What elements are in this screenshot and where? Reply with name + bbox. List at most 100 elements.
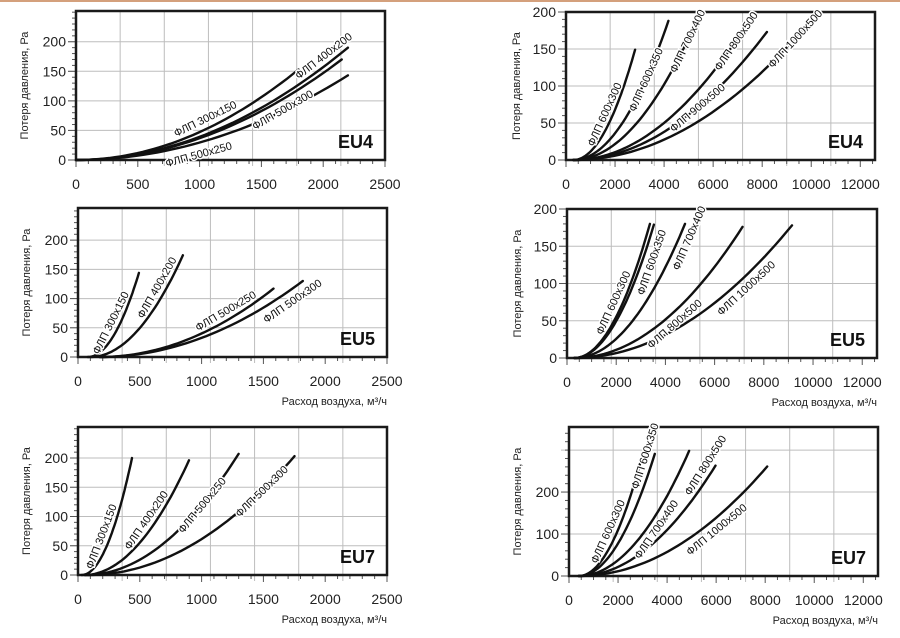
y-tick-label: 50: [52, 538, 68, 554]
x-tick-label: 2000: [602, 592, 633, 608]
x-tick-label: 4000: [650, 374, 681, 390]
x-tick-label: 500: [128, 591, 152, 607]
x-tick-label: 4000: [652, 592, 683, 608]
x-tick-label: 0: [563, 374, 571, 390]
plot-frame: [74, 9, 387, 162]
x-tick-label: 1000: [186, 373, 217, 389]
series-curve: [83, 459, 191, 577]
y-axis-title: Потеря давления, Ра: [512, 447, 524, 556]
y-tick-label: 200: [533, 4, 557, 20]
y-tick-label: 100: [45, 291, 69, 307]
y-tick-label: 150: [534, 238, 558, 254]
series-curve: [84, 452, 240, 577]
filter-class-label: EU4: [828, 132, 863, 152]
series-curve: [89, 254, 185, 359]
plot-frame: [76, 206, 389, 359]
y-axis-title: Потеря давления, Ра: [19, 31, 31, 140]
series-curve: [573, 224, 794, 360]
x-tick-label: 1000: [186, 591, 217, 607]
filter-class-label: EU7: [831, 548, 866, 568]
plot-frame: [564, 10, 877, 162]
series-label: ФЛП 500x300: [233, 464, 290, 520]
series-label: ФЛП 800x500: [683, 434, 730, 498]
series-label: ФЛП 300x150: [91, 290, 132, 357]
x-tick-label: 2000: [308, 176, 339, 192]
series-label: ФЛП 300x150: [84, 503, 120, 571]
y-tick-label: 0: [58, 152, 66, 168]
series-label: ФЛП 600x300: [586, 81, 625, 148]
series-curve: [572, 48, 637, 162]
x-tick-label: 0: [74, 373, 82, 389]
series-label: ФЛП 1000x500: [766, 8, 825, 71]
x-tick-label: 2500: [371, 591, 402, 607]
x-tick-label: 1500: [246, 176, 277, 192]
x-tick-label: 1000: [184, 176, 215, 192]
y-tick-label: 0: [551, 568, 559, 584]
series-curve: [577, 449, 691, 578]
y-tick-label: 0: [548, 152, 556, 168]
series-curve: [577, 452, 656, 578]
series-curve: [572, 27, 806, 162]
chart-1: 0 500 1000 1500 2000 2500 0 50 100 150 200 Потеря д…: [19, 9, 401, 192]
x-tick-label: 10000: [794, 374, 833, 390]
x-tick-label: 8000: [750, 592, 781, 608]
y-tick-label: 200: [45, 450, 69, 466]
series-curve: [80, 456, 134, 577]
x-tick-label: 8000: [748, 374, 779, 390]
filter-class-label: EU4: [338, 132, 373, 152]
series-curve: [86, 455, 296, 577]
x-tick-label: 12000: [841, 176, 880, 192]
x-tick-label: 4000: [649, 176, 680, 192]
filter-class-label: EU5: [340, 329, 375, 349]
plot-frame: [567, 425, 880, 578]
chart-2: 0 2000 4000 6000 8000 10000 12000 0 50 100 150 200 П…: [511, 4, 880, 192]
y-tick-label: 200: [43, 34, 67, 50]
x-tick-label: 0: [72, 176, 80, 192]
chart-4: 0 2000 4000 6000 8000 10000 12000 0 50 100 150 200 П…: [512, 201, 882, 409]
series-curve: [573, 223, 656, 360]
series-curve: [572, 30, 769, 162]
x-axis-title: Расход воздуха, м³/ч: [282, 396, 387, 408]
x-tick-label: 0: [74, 591, 82, 607]
y-axis-title: Потеря давления, Ра: [512, 229, 524, 338]
x-tick-label: 12000: [844, 592, 883, 608]
x-tick-label: 2000: [310, 591, 341, 607]
x-tick-label: 10000: [795, 592, 834, 608]
x-axis-title: Расход воздуха, м³/ч: [282, 614, 387, 626]
series-curve: [74, 74, 350, 162]
y-tick-label: 100: [43, 93, 67, 109]
x-axis-title: Расход воздуха, м³/ч: [773, 615, 878, 627]
series-label: ФЛП 400x200: [135, 255, 179, 320]
x-tick-label: 10000: [792, 176, 831, 192]
y-tick-label: 100: [534, 276, 558, 292]
series-label: ФЛП 1000x500: [715, 259, 778, 318]
chart-3: 0 500 1000 1500 2000 2500 0 50 100 150 200 Потеря д…: [21, 206, 403, 408]
y-tick-label: 0: [60, 567, 68, 583]
plot-frame: [76, 425, 389, 577]
y-tick-label: 50: [540, 115, 556, 131]
x-tick-label: 0: [565, 592, 573, 608]
y-tick-label: 50: [50, 122, 66, 138]
x-tick-label: 1500: [248, 591, 279, 607]
series-label: ФЛП 800x500: [712, 10, 760, 73]
y-tick-label: 150: [533, 41, 557, 57]
top-decorative-line: [0, 0, 900, 2]
series-curve: [86, 271, 141, 359]
y-tick-label: 200: [534, 201, 558, 217]
x-tick-label: 500: [126, 176, 150, 192]
filter-class-label: EU7: [340, 547, 375, 567]
y-axis-title: Потеря давления, Ра: [21, 446, 33, 555]
y-tick-label: 100: [533, 78, 557, 94]
x-tick-label: 6000: [698, 176, 729, 192]
y-axis-title: Потеря давления, Ра: [511, 31, 523, 140]
x-tick-label: 6000: [701, 592, 732, 608]
y-tick-label: 100: [536, 526, 560, 542]
x-tick-label: 8000: [747, 176, 778, 192]
series-curve: [573, 222, 687, 360]
y-tick-label: 200: [536, 484, 560, 500]
y-axis-title: Потеря давления, Ра: [21, 228, 33, 337]
x-tick-label: 1500: [248, 373, 279, 389]
x-tick-label: 2000: [599, 176, 630, 192]
y-tick-label: 50: [541, 313, 557, 329]
plot-frame: [565, 207, 879, 360]
